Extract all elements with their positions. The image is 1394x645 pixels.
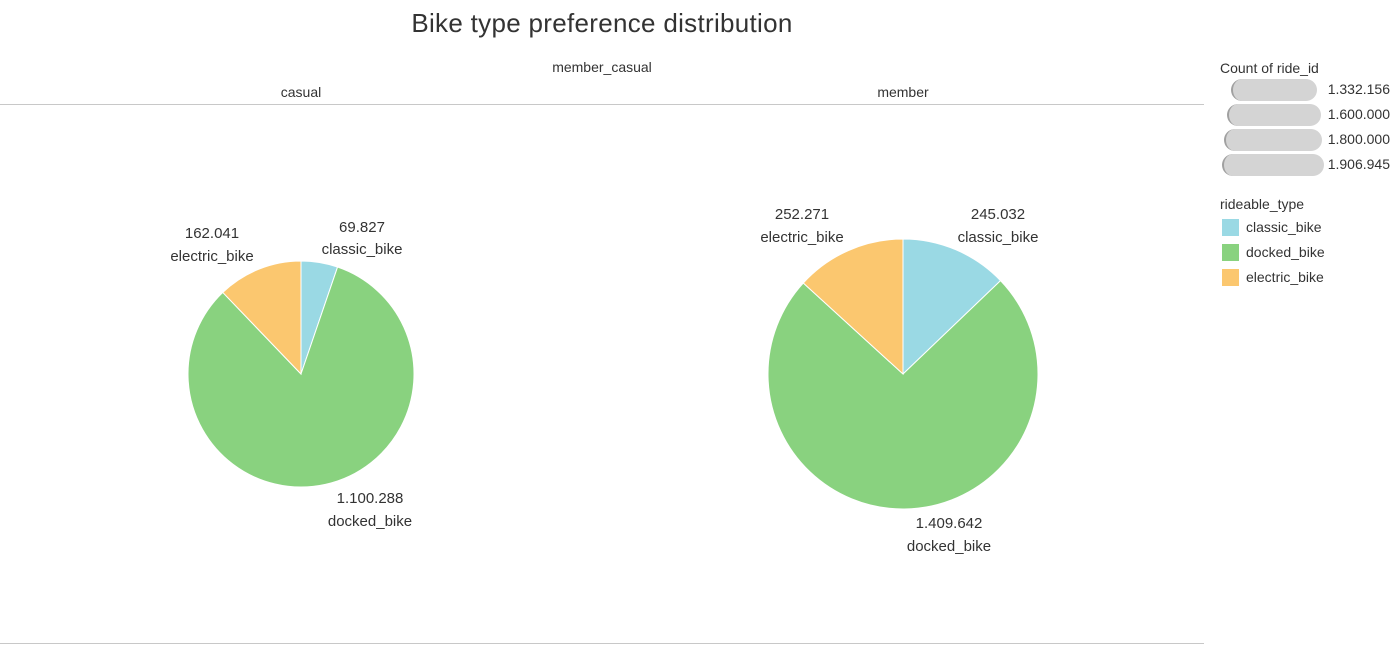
size-legend-capsule <box>1222 154 1324 176</box>
pie-value-label-member-docked-bike: 1.409.642 <box>916 515 983 532</box>
pie-category-label-casual-electric-bike: electric_bike <box>170 248 253 265</box>
pie-value-label-member-classic-bike: 245.032 <box>971 206 1025 223</box>
pie-slice-casual-docked-bike[interactable] <box>187 266 415 488</box>
pie-category-label-member-electric-bike: electric_bike <box>760 229 843 246</box>
pie-category-label-casual-docked-bike: docked_bike <box>328 513 412 530</box>
size-legend-capsule <box>1231 79 1317 101</box>
size-legend-value: 1.332.156 <box>1327 81 1390 97</box>
legend-label: classic_bike <box>1246 219 1322 235</box>
bottom-divider <box>0 643 1204 644</box>
size-legend-item: 1.906.945 <box>1220 153 1392 178</box>
size-legend-item: 1.600.000 <box>1220 103 1392 128</box>
size-legend-value: 1.600.000 <box>1327 106 1390 122</box>
pie-slice-member-classic-bike[interactable] <box>902 238 1002 376</box>
pie-value-label-casual-classic-bike: 69.827 <box>339 219 385 236</box>
legend-swatch <box>1222 244 1239 261</box>
size-legend-capsule <box>1224 129 1322 151</box>
header-divider <box>0 104 1204 105</box>
legend-swatch <box>1222 219 1239 236</box>
pie-slice-member-docked-bike[interactable] <box>767 279 1039 510</box>
pie-charts: 69.827 classic_bike 1.100.288 docked_bike 16… <box>170 206 1039 555</box>
panel-header-casual: casual <box>280 84 322 100</box>
size-legend-title: Count of ride_id <box>1220 60 1319 76</box>
pie-value-label-casual-docked-bike: 1.100.288 <box>337 490 404 507</box>
size-legend-value: 1.800.000 <box>1327 131 1390 147</box>
pie-value-label-member-electric-bike: 252.271 <box>775 206 829 223</box>
legend-label: docked_bike <box>1246 244 1325 260</box>
legend-swatch <box>1222 269 1239 286</box>
size-legend-item: 1.332.156 <box>1220 78 1392 103</box>
pie-category-label-member-classic-bike: classic_bike <box>958 229 1039 246</box>
pie-slice-member-electric-bike[interactable] <box>802 238 904 376</box>
pie-category-label-member-docked-bike: docked_bike <box>907 538 991 555</box>
color-legend-title: rideable_type <box>1220 196 1305 212</box>
size-legend-value: 1.906.945 <box>1327 156 1390 172</box>
pie-category-label-casual-classic-bike: classic_bike <box>322 241 403 258</box>
column-field-header: member_casual <box>552 59 652 75</box>
pie-value-label-casual-electric-bike: 162.041 <box>185 225 239 242</box>
chart-title: Bike type preference distribution <box>411 8 793 38</box>
size-legend-item: 1.800.000 <box>1220 128 1392 153</box>
legend-label: electric_bike <box>1246 269 1324 285</box>
size-legend-capsule <box>1227 104 1321 126</box>
panel-header-member: member <box>877 84 929 100</box>
pie-slice-casual-electric-bike[interactable] <box>222 260 302 376</box>
